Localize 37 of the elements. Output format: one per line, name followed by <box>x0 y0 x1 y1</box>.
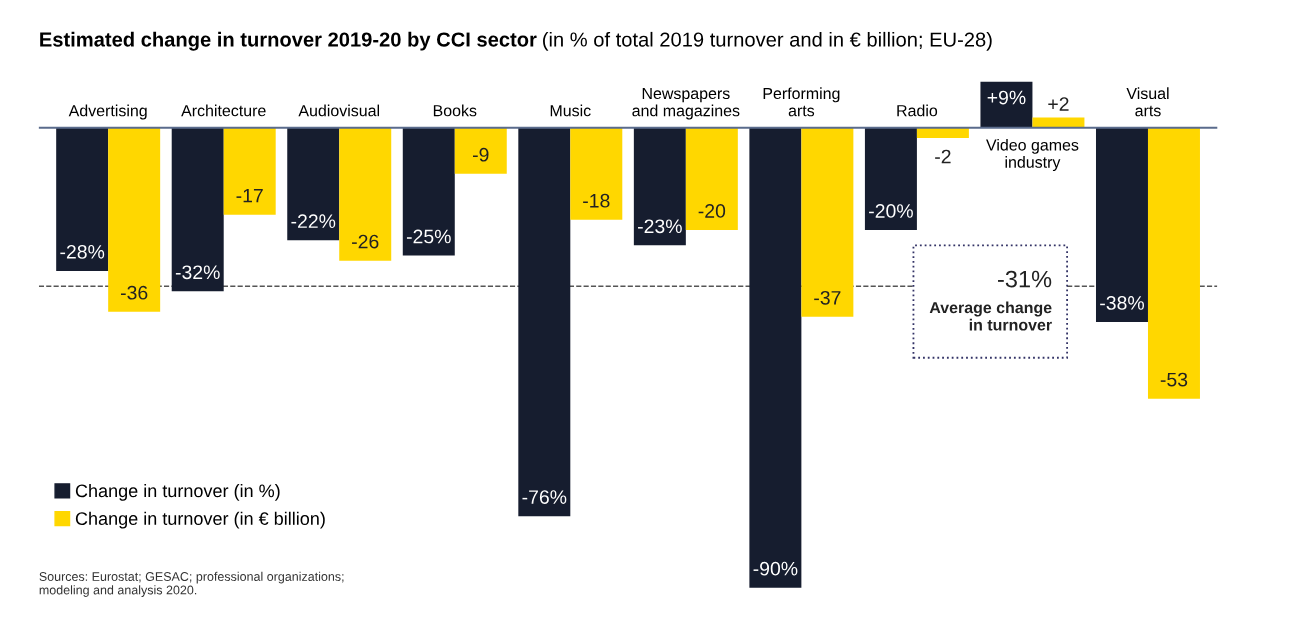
data-label: -76% <box>522 490 567 504</box>
x-tick-label: Advertising <box>68 104 147 120</box>
chart-subtitle: (in % of total 2019 turnover and in € billion; EU-28) <box>543 31 992 51</box>
data-label: -2 <box>935 149 951 164</box>
data-label: -32% <box>175 265 220 280</box>
data-label: -26 <box>352 234 379 249</box>
data-label: -18 <box>583 193 610 208</box>
data-label: -22% <box>291 214 336 228</box>
data-label: -36 <box>120 285 148 300</box>
chart-title: Estimated change in turnover 2019-20 by CCI sector <box>40 31 537 51</box>
data-label: -20 <box>698 204 726 218</box>
x-tick-label: Audiovisual <box>298 104 380 117</box>
data-label: +2 <box>1048 97 1069 111</box>
data-label: -90% <box>753 561 798 576</box>
ref-line-label: -31% <box>998 270 1052 288</box>
x-tick-label: Radio <box>897 104 938 117</box>
x-tick-label: Music <box>550 104 591 117</box>
data-label: -20% <box>869 204 913 218</box>
data-label: -37 <box>814 290 841 305</box>
x-tick-label: Visual arts <box>1126 87 1169 117</box>
x-tick-label: Performing arts <box>763 87 840 117</box>
data-label: +9% <box>987 90 1026 105</box>
data-label: -17 <box>236 188 263 203</box>
annotation: Average change in turnover <box>929 301 1052 331</box>
data-label: -9 <box>472 147 489 162</box>
data-label: -28% <box>60 244 105 259</box>
data-label: -23% <box>638 219 682 234</box>
x-tick-label: Books <box>433 104 477 117</box>
x-tick-label: Architecture <box>181 104 266 117</box>
legend-label: Change in turnover (in %) <box>75 483 280 501</box>
annotation: Sources: Eurostat; GESAC; professional organizations; modeling and analysis 2020. <box>39 571 344 597</box>
data-label: -25% <box>406 229 451 244</box>
data-label: -38% <box>1100 296 1144 310</box>
x-tick-label: Video games industry <box>986 138 1079 172</box>
legend-label: Change in turnover (in € billion) <box>75 511 325 529</box>
x-tick-label: Newspapers and magazines <box>632 87 740 120</box>
data-label: -53 <box>1160 372 1188 387</box>
